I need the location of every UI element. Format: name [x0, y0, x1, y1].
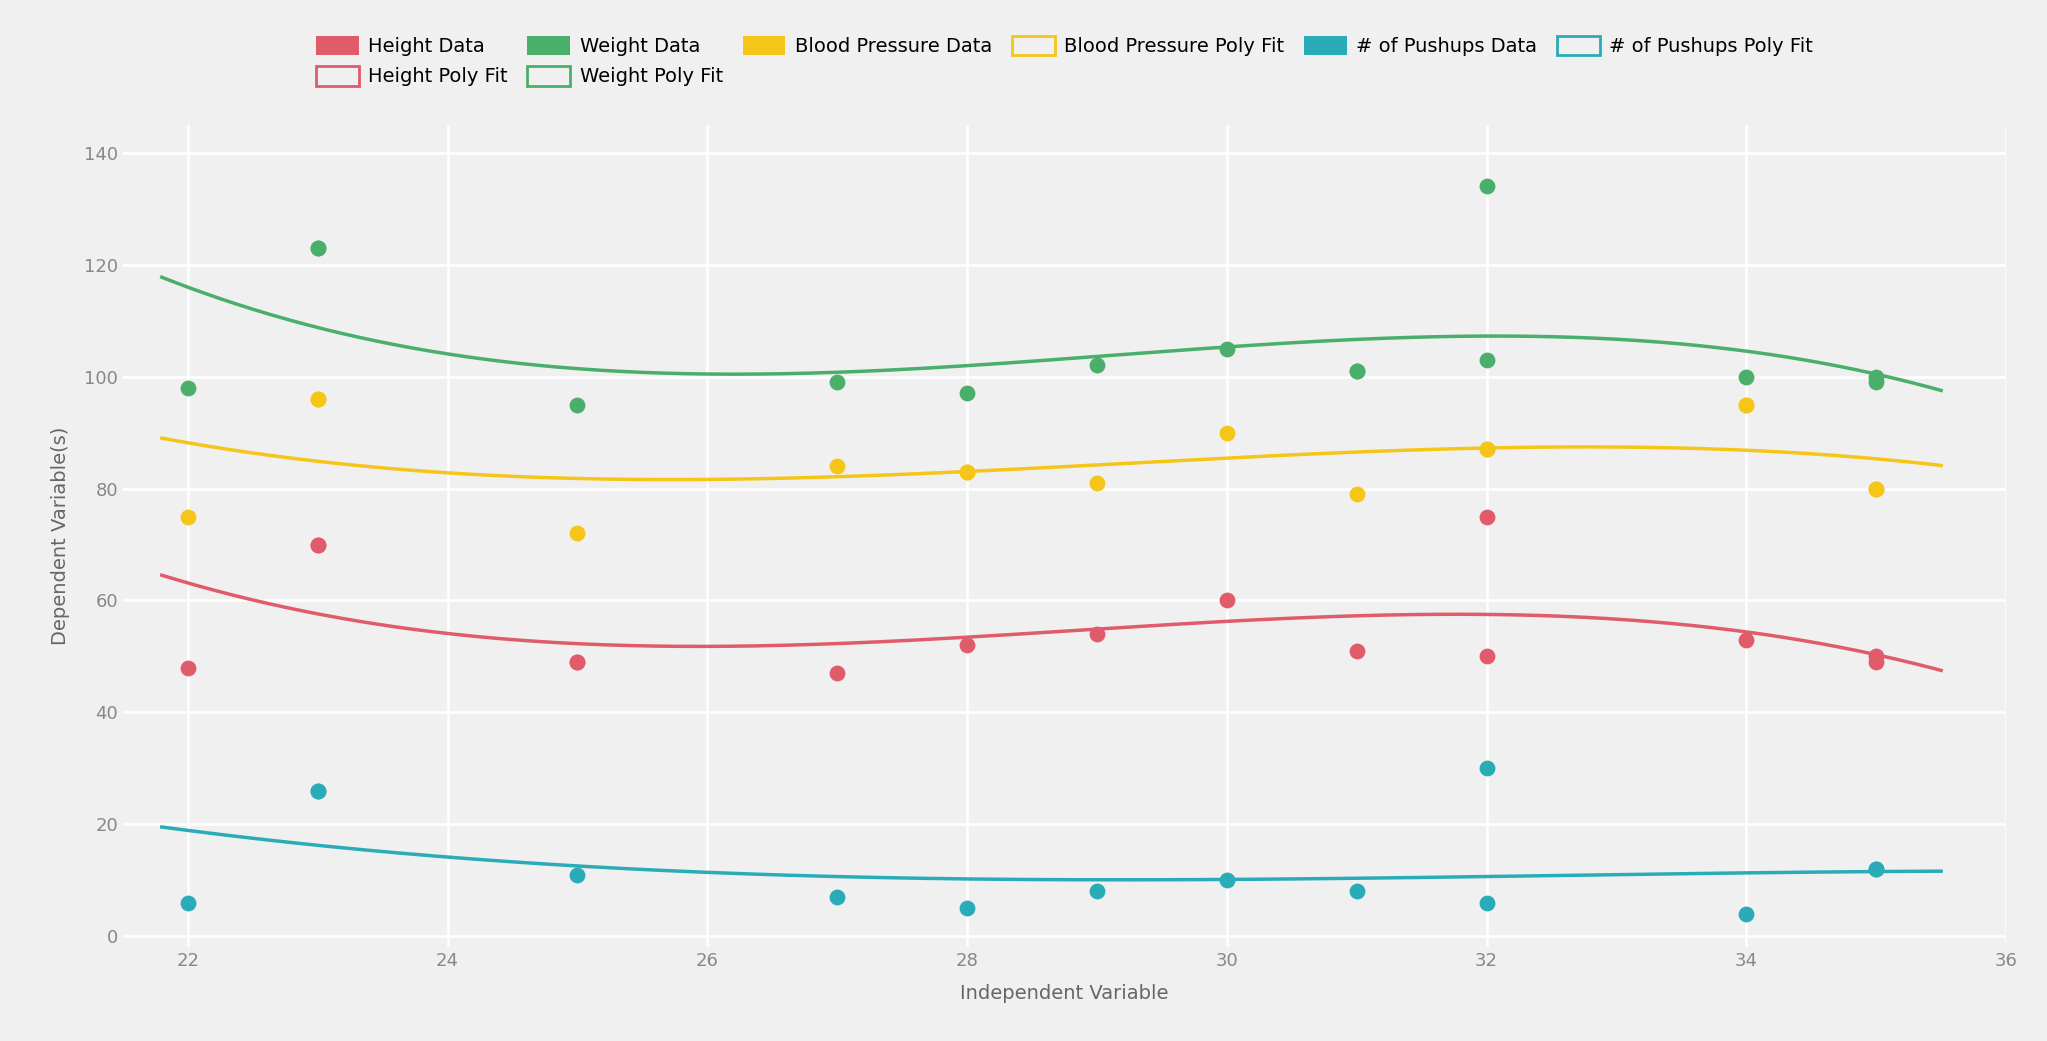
- Point: [301, 536, 334, 553]
- X-axis label: Independent Variable: Independent Variable: [960, 984, 1169, 1004]
- Point: [1861, 861, 1893, 878]
- Point: [1210, 340, 1243, 357]
- Point: [950, 385, 983, 402]
- Point: [172, 659, 205, 676]
- Point: [1861, 480, 1893, 497]
- Point: [561, 525, 594, 541]
- Point: [1730, 397, 1762, 413]
- Point: [1081, 357, 1114, 374]
- Point: [561, 654, 594, 670]
- Point: [1210, 872, 1243, 889]
- Point: [821, 665, 854, 682]
- Point: [561, 654, 594, 670]
- Point: [950, 637, 983, 654]
- Point: [1341, 362, 1374, 379]
- Point: [950, 899, 983, 916]
- Point: [301, 783, 334, 799]
- Point: [1861, 480, 1893, 497]
- Point: [301, 536, 334, 553]
- Point: [1210, 425, 1243, 441]
- Point: [1470, 894, 1502, 911]
- Point: [1730, 906, 1762, 922]
- Point: [1730, 369, 1762, 385]
- Point: [1861, 861, 1893, 878]
- Point: [1861, 654, 1893, 670]
- Point: [301, 390, 334, 407]
- Point: [1470, 649, 1502, 665]
- Point: [1210, 592, 1243, 609]
- Point: [1470, 352, 1502, 369]
- Point: [1730, 631, 1762, 648]
- Point: [1341, 883, 1374, 899]
- Point: [561, 866, 594, 883]
- Point: [1341, 642, 1374, 659]
- Point: [1081, 475, 1114, 491]
- Point: [301, 239, 334, 256]
- Point: [1341, 486, 1374, 503]
- Point: [172, 894, 205, 911]
- Point: [1081, 883, 1114, 899]
- Point: [1470, 508, 1502, 525]
- Point: [1470, 760, 1502, 777]
- Point: [1081, 626, 1114, 642]
- Point: [301, 390, 334, 407]
- Point: [1861, 649, 1893, 665]
- Point: [1861, 374, 1893, 390]
- Point: [1730, 397, 1762, 413]
- Point: [172, 508, 205, 525]
- Point: [821, 374, 854, 390]
- Point: [1341, 362, 1374, 379]
- Point: [950, 463, 983, 480]
- Point: [821, 458, 854, 475]
- Point: [1470, 178, 1502, 195]
- Point: [1470, 441, 1502, 458]
- Point: [821, 889, 854, 906]
- Point: [950, 463, 983, 480]
- Point: [1470, 441, 1502, 458]
- Point: [561, 397, 594, 413]
- Point: [172, 380, 205, 397]
- Point: [301, 783, 334, 799]
- Legend: Height Data, Height Poly Fit, Weight Data, Weight Poly Fit, Blood Pressure Data,: Height Data, Height Poly Fit, Weight Dat…: [307, 28, 1822, 94]
- Y-axis label: Dependent Variable(s): Dependent Variable(s): [51, 427, 70, 645]
- Point: [301, 239, 334, 256]
- Point: [1861, 369, 1893, 385]
